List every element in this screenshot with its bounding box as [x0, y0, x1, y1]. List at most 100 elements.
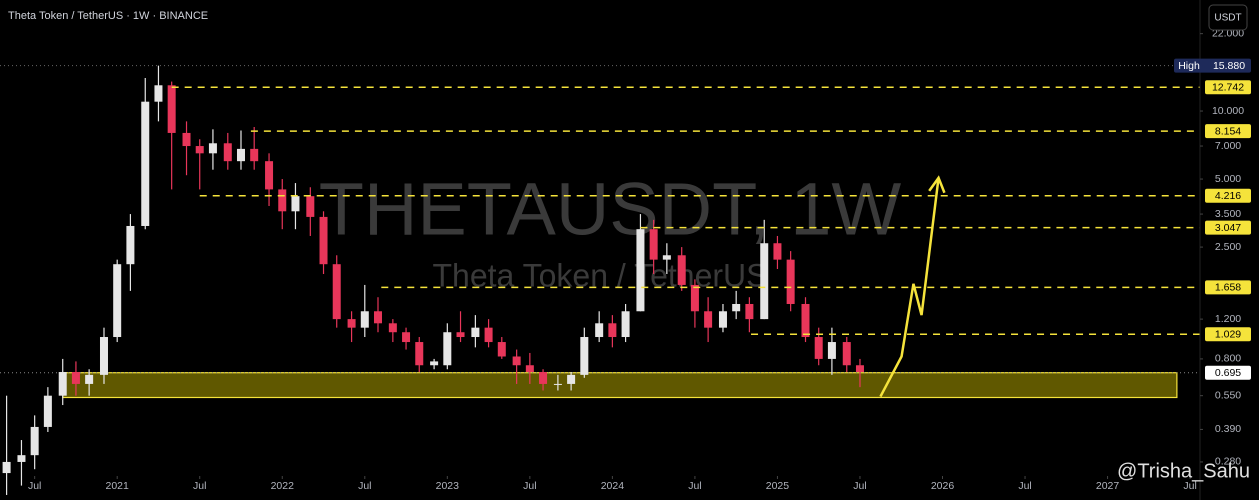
candle-body — [814, 337, 823, 359]
level-label-box — [1205, 327, 1251, 342]
y-tick-label: 0.280 — [1215, 456, 1241, 468]
y-tick-label: 7.000 — [1215, 140, 1241, 152]
candle-body — [306, 196, 315, 217]
candle-body — [113, 264, 122, 338]
y-tick-label: 3.500 — [1215, 208, 1241, 220]
projection-arrowhead — [928, 175, 946, 194]
watermark-name: Theta Token / TetherUS — [432, 257, 767, 293]
chart-title: Theta Token / TetherUS · 1W · BINANCE — [8, 10, 208, 22]
candle-body — [71, 372, 80, 384]
candle-body — [704, 311, 713, 328]
watermark-symbol: THETAUSDT, 1W — [319, 168, 902, 251]
candle-body — [126, 225, 135, 265]
candle-body — [718, 311, 727, 328]
x-tick-label: 2025 — [766, 480, 790, 492]
y-tick-label: 10.000 — [1212, 105, 1244, 117]
author: @Trisha_Sahu — [1117, 460, 1250, 482]
candle-body — [402, 332, 411, 343]
last-price-box — [1205, 365, 1251, 380]
high-label-value: 15.880 — [1213, 60, 1245, 72]
x-tick-label: Jul — [193, 480, 206, 492]
candle-body — [85, 374, 94, 384]
candle-body — [677, 255, 686, 285]
candle-body — [236, 148, 245, 162]
candle-body — [154, 85, 163, 102]
candle-body — [497, 342, 506, 357]
candle-body — [827, 342, 836, 359]
x-tick-label: Jul — [28, 480, 41, 492]
level-label-box — [1205, 188, 1251, 203]
candle-body — [539, 372, 548, 384]
level-label: 12.742 — [1212, 82, 1244, 94]
candle-body — [360, 311, 369, 328]
candle-body — [760, 243, 769, 320]
x-tick-label: Jul — [1018, 480, 1031, 492]
candle-body — [195, 146, 204, 154]
x-tick-label: 2022 — [271, 480, 295, 492]
watermark-layer: THETAUSDT, 1W Theta Token / TetherUS — [319, 168, 902, 294]
x-tick-label: 2023 — [436, 480, 460, 492]
candle-body — [443, 332, 452, 366]
y-tick-label: 2.500 — [1215, 241, 1241, 253]
candle-body — [525, 365, 534, 373]
candle-body — [512, 356, 521, 366]
support-zone — [62, 372, 1178, 399]
candle-body — [43, 395, 52, 427]
level-label: 1.029 — [1215, 328, 1241, 340]
candle-body — [2, 461, 11, 474]
candle-body — [855, 365, 864, 373]
candle-body — [278, 189, 287, 212]
candle-body — [649, 229, 658, 260]
candle-body — [347, 319, 356, 328]
candle-body — [595, 323, 604, 338]
y-tick-label: 1.200 — [1215, 313, 1241, 325]
candle-body — [99, 337, 108, 375]
candle-body — [141, 101, 150, 226]
candle-body — [223, 143, 232, 162]
currency-label[interactable]: USDT — [1214, 13, 1241, 24]
candle-body — [291, 196, 300, 212]
level-label: 3.047 — [1215, 222, 1241, 234]
candle-body — [182, 132, 191, 147]
level-label-box — [1205, 80, 1251, 95]
candle-body — [415, 342, 424, 366]
level-label-box — [1205, 220, 1251, 235]
x-tick-label: 2026 — [931, 480, 955, 492]
x-tick-label: Jul — [523, 480, 536, 492]
candle-body — [608, 323, 617, 338]
candle-body — [690, 284, 699, 312]
axis: 22.00010.0007.0005.0003.5002.5001.2000.8… — [28, 0, 1251, 500]
x-tick-label: 2024 — [601, 480, 625, 492]
y-tick-label: 0.550 — [1215, 389, 1241, 401]
high-label-name: High — [1178, 60, 1200, 72]
candle-body — [745, 303, 754, 320]
candle-body — [636, 229, 645, 312]
y-tick-label: 5.000 — [1215, 173, 1241, 185]
candle-body — [265, 161, 274, 190]
candle-body — [332, 264, 341, 320]
candle-body — [580, 337, 589, 375]
candle-body — [471, 327, 480, 338]
candle-body — [373, 311, 382, 324]
candle-body — [430, 361, 439, 366]
candle-body — [842, 342, 851, 366]
level-label: 4.216 — [1215, 190, 1241, 202]
candle-body — [250, 148, 259, 162]
level-label: 8.154 — [1215, 125, 1241, 137]
currency-button[interactable] — [1208, 4, 1248, 31]
candle-body — [553, 383, 562, 385]
candle-body — [773, 243, 782, 260]
projection-arrow — [879, 177, 940, 398]
candle-body — [17, 455, 26, 462]
x-tick-label: Jul — [358, 480, 371, 492]
x-tick-label: 2027 — [1096, 480, 1120, 492]
candle-body — [456, 332, 465, 338]
x-tick-label: Jul — [1183, 480, 1196, 492]
candle-body — [30, 426, 39, 456]
y-tick-label: 0.800 — [1215, 353, 1241, 365]
candle-body — [58, 372, 67, 396]
candle-body — [621, 311, 630, 338]
candle-body — [388, 323, 397, 333]
level-label-box — [1205, 124, 1251, 139]
